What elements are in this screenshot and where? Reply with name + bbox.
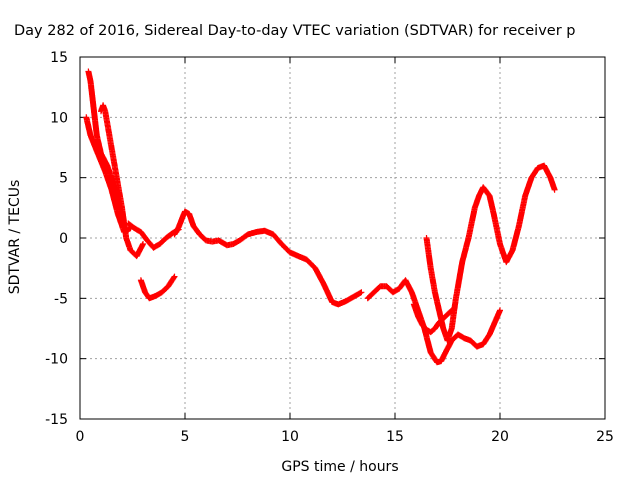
x-tick-label: 20	[491, 429, 509, 445]
y-tick-label: 15	[50, 50, 68, 66]
data-point-markers	[137, 273, 178, 302]
x-tick-label: 0	[76, 429, 85, 445]
data-point-markers	[171, 208, 365, 308]
x-tick-label: 25	[596, 429, 614, 445]
y-tick-label: -15	[45, 412, 68, 428]
series-8	[423, 162, 558, 344]
y-tick-label: -5	[54, 291, 68, 307]
series-3	[98, 102, 146, 260]
series-9	[410, 301, 455, 336]
series-5	[171, 208, 365, 308]
axis-ticks: 0 5 10 15 20 25 15 10 5 0 -5 -10 -15	[45, 50, 614, 445]
data-points	[83, 68, 558, 366]
y-tick-label: -10	[45, 352, 68, 368]
data-point-markers	[98, 102, 146, 260]
data-point-markers	[410, 301, 455, 336]
plot-frame	[79, 56, 606, 420]
y-tick-label: 0	[59, 231, 68, 247]
x-tick-label: 15	[386, 429, 404, 445]
chart-title: Day 282 of 2016, Sidereal Day-to-day VTE…	[14, 23, 575, 39]
x-axis-label: GPS time / hours	[281, 459, 398, 475]
x-tick-label: 10	[281, 429, 299, 445]
y-tick-label: 5	[59, 171, 68, 187]
data-point-markers	[423, 162, 558, 344]
y-tick-label: 10	[50, 110, 68, 126]
series-6	[137, 273, 178, 302]
x-tick-label: 5	[181, 429, 190, 445]
y-axis-label: SDTVAR / TECUs	[7, 180, 23, 295]
